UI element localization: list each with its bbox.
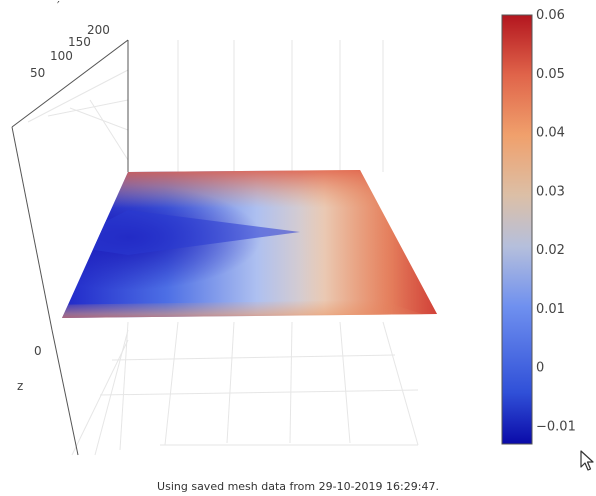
colorbar-tick-label: −0.01 [536, 419, 576, 434]
colorbar: 0.06 0.05 0.04 0.03 0.02 0.01 0 −0.01 [501, 8, 576, 445]
y-tick: 50 [30, 66, 45, 80]
colorbar-tick-label: 0.02 [536, 243, 565, 258]
colorbar-tick-label: 0.01 [536, 302, 565, 317]
colorbar-tick-label: 0 [536, 361, 544, 376]
mesh-surface[interactable] [40, 168, 440, 325]
scene-grid [11, 39, 419, 456]
z-tick: 0 [34, 344, 42, 358]
mouse-cursor-icon [580, 450, 594, 471]
status-message: Using saved mesh data from 29-10-2019 16… [157, 480, 439, 493]
colorbar-tick-label: 0.05 [536, 67, 565, 82]
y-axis-title: ′ [57, 0, 60, 13]
y-axis-ticks: 50 100 150 200 ′ [30, 0, 110, 80]
colorbar-tick-label: 0.06 [536, 8, 565, 23]
y-tick: 100 [50, 49, 73, 63]
z-axis: 0 z [17, 344, 42, 393]
z-axis-title: z [17, 379, 23, 393]
colorbar-tick-label: 0.04 [536, 126, 565, 141]
colorbar-tick-label: 0.03 [536, 184, 565, 199]
y-tick: 200 [87, 23, 110, 37]
y-tick: 150 [68, 35, 91, 49]
axis-lines [11, 39, 129, 456]
colorbar-bar [501, 14, 533, 445]
